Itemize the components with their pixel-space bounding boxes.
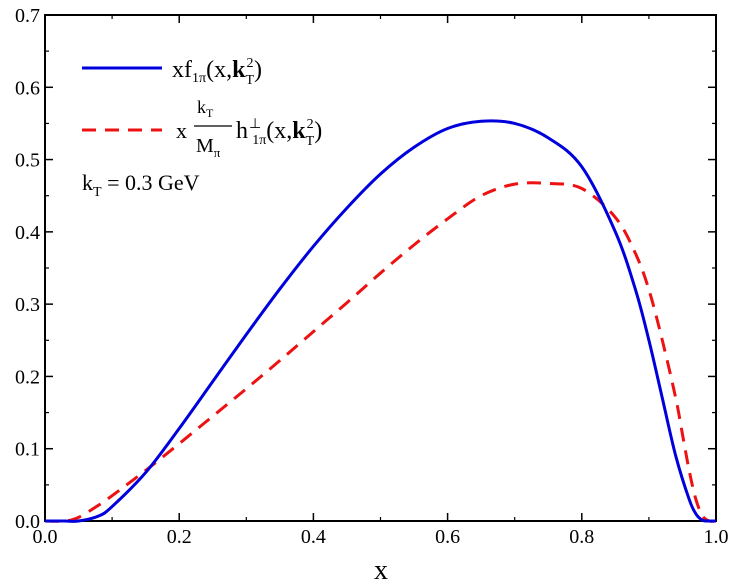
svg-text:x: x bbox=[176, 118, 187, 143]
plot-frame bbox=[44, 14, 717, 522]
x-tick-label: 0.0 bbox=[33, 526, 58, 548]
x-tick-label: 0.8 bbox=[569, 526, 594, 548]
series-line-h1pi-perp bbox=[44, 181, 717, 523]
y-tick-label: 0.6 bbox=[15, 77, 40, 99]
y-tick-label: 0.2 bbox=[15, 366, 40, 388]
y-tick-label: 0.0 bbox=[15, 511, 40, 533]
x-tick-label: 1.0 bbox=[704, 526, 729, 548]
x-tick-label: 0.6 bbox=[435, 526, 460, 548]
y-tick-label: 0.4 bbox=[15, 222, 40, 244]
series-line-f1pi bbox=[44, 119, 717, 523]
x-axis-title: x bbox=[374, 555, 388, 586]
y-tick-label: 0.5 bbox=[15, 150, 40, 172]
x-tick-label: 0.4 bbox=[301, 526, 326, 548]
plot-area bbox=[44, 14, 717, 522]
x-tick-label: 0.2 bbox=[167, 526, 192, 548]
y-tick-label: 0.7 bbox=[15, 5, 40, 27]
y-tick-label: 0.1 bbox=[15, 439, 40, 461]
legend-label-h1pi: x kT Mπ h⊥ 1π(x,k2 T) bbox=[176, 97, 322, 160]
svg-text:kT: kT bbox=[197, 97, 214, 120]
axis-ticks: 0.0 0.2 0.4 0.6 0.8 1.0 0.0 0.1 0.2 0.3 0.4 0.5 0.6 0… bbox=[15, 5, 729, 548]
legend-label-f1pi: xf1π(x,k2 T) bbox=[172, 56, 262, 88]
kt-annotation: kT = 0.3 GeV bbox=[82, 170, 200, 200]
svg-text:h⊥1π(x,k2T): h⊥ 1π(x,k2 T) bbox=[236, 117, 322, 149]
legend: xf1π(x,k2 T) x kT Mπ h⊥ 1π(x,k2 T) kT = 0.3… bbox=[82, 56, 322, 200]
series-layer bbox=[44, 119, 717, 523]
y-tick-label: 0.3 bbox=[15, 294, 40, 316]
svg-text:Mπ: Mπ bbox=[196, 135, 221, 160]
